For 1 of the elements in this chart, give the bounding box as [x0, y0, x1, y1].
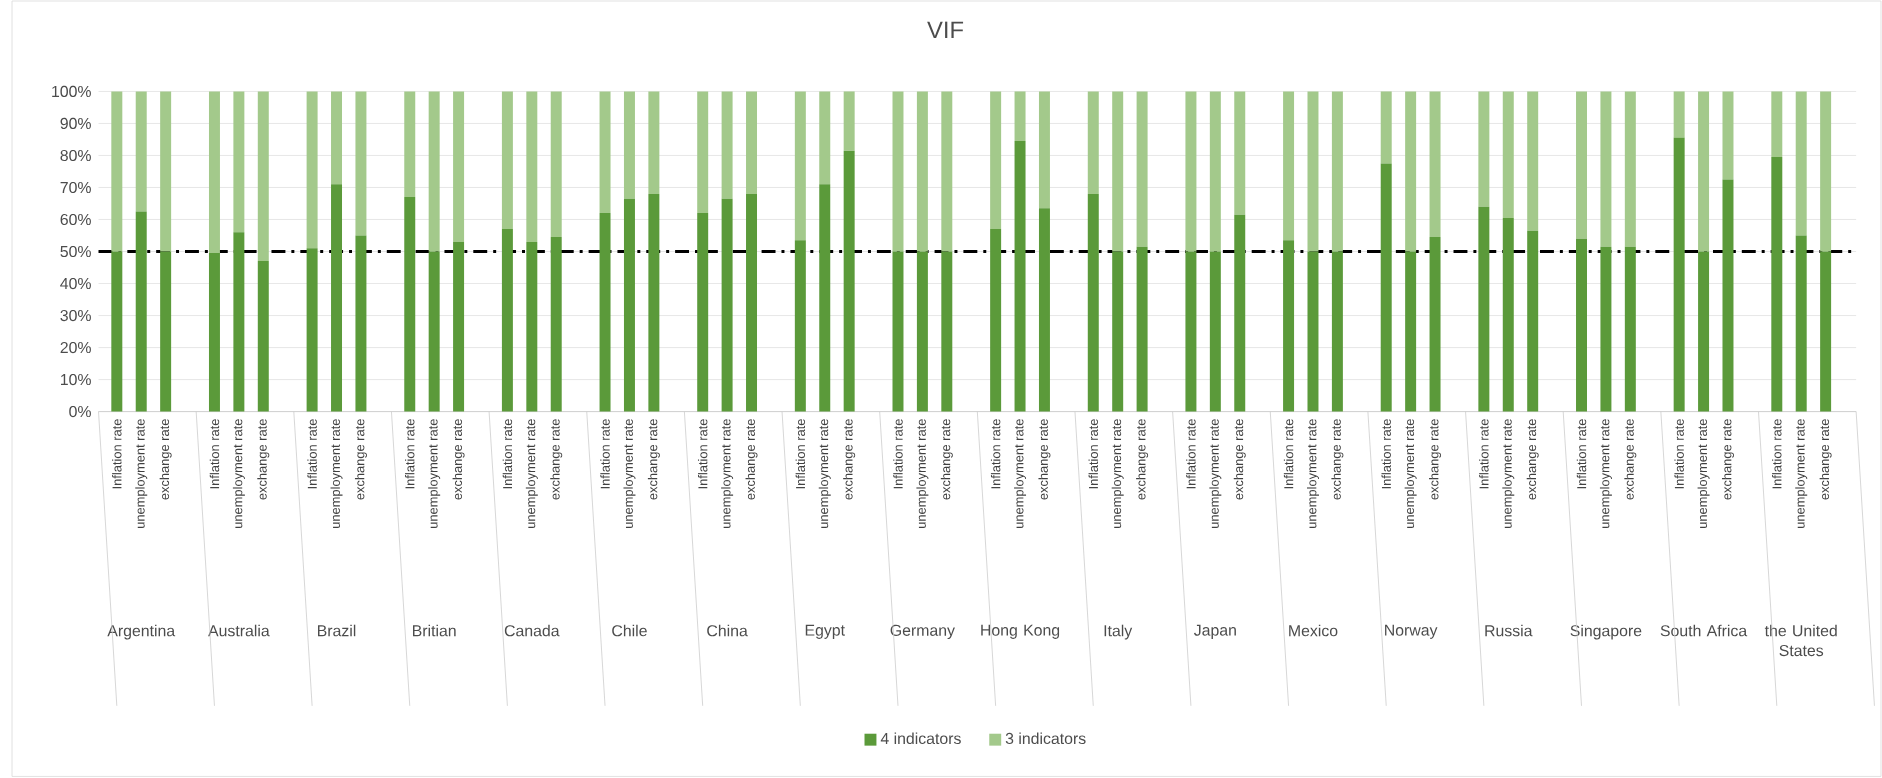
- chart-title: VIF: [927, 21, 964, 39]
